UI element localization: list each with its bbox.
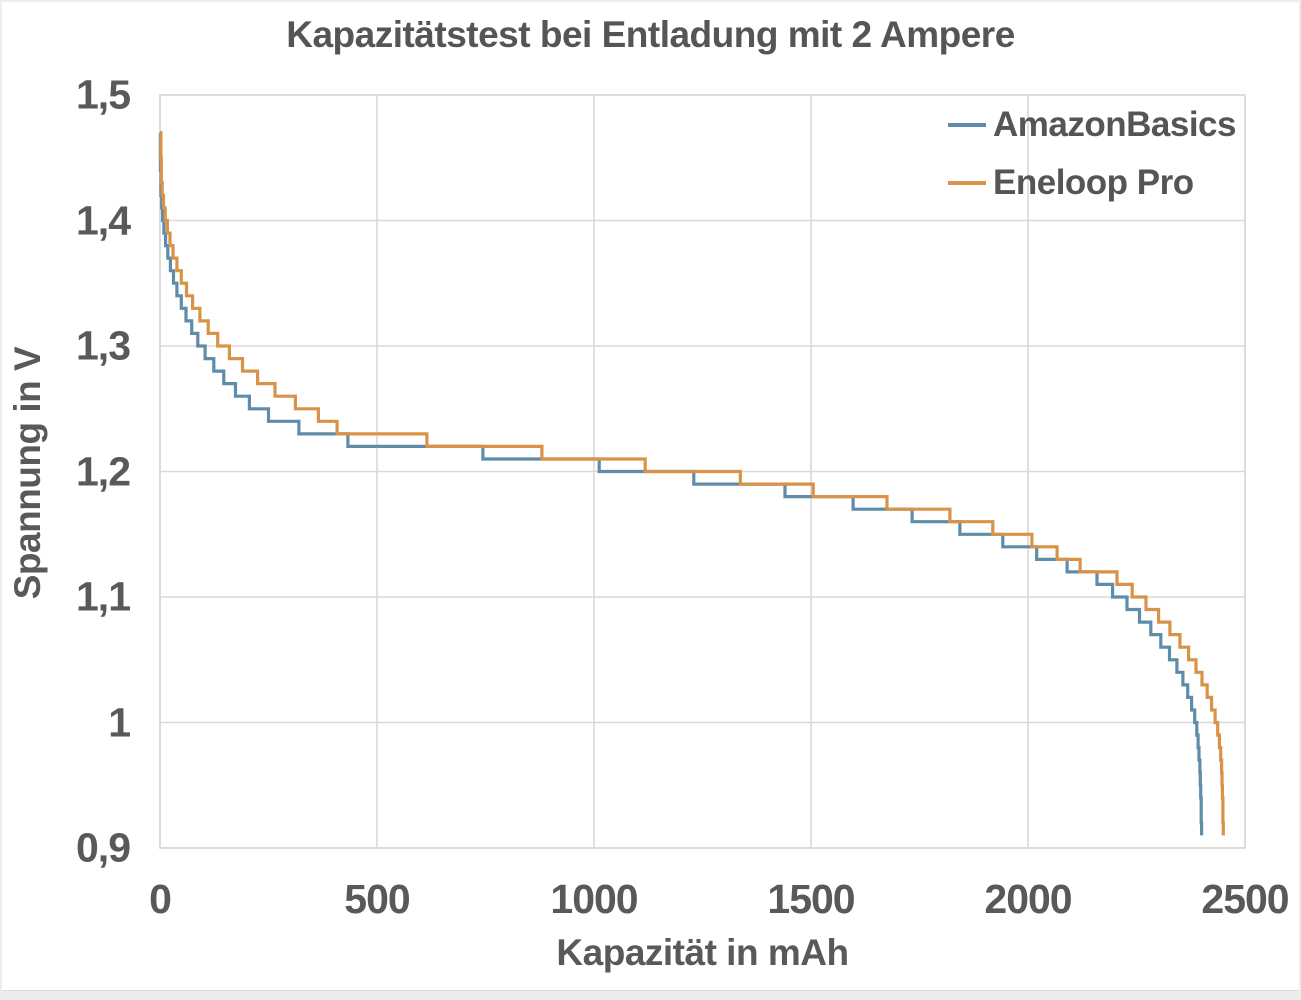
y-tick-labels: 1,5 1,4 1,3 1,2 1,1 1 0,9 — [0, 0, 134, 1000]
legend-label: Eneloop Pro — [993, 163, 1194, 202]
x-tick-label: 1000 — [550, 876, 638, 922]
legend: AmazonBasics Eneloop Pro — [948, 96, 1236, 212]
y-tick-label: 1,3 — [76, 322, 131, 369]
x-tick-label: 500 — [344, 876, 410, 922]
y-tick-label: 1,4 — [76, 197, 131, 243]
legend-item: Eneloop Pro — [948, 154, 1236, 212]
y-tick-label: 1 — [108, 699, 131, 745]
legend-line-swatch — [948, 123, 986, 127]
y-tick-label: 1,2 — [76, 448, 131, 494]
x-tick-label: 1500 — [767, 876, 855, 922]
series-line-amazonbasics — [158, 131, 1204, 836]
x-tick-labels: 0 500 1000 1500 2000 2500 — [0, 876, 1301, 928]
series-line-eneloop-pro — [159, 131, 1225, 836]
legend-item: AmazonBasics — [948, 96, 1236, 154]
x-tick-label: 2000 — [984, 876, 1072, 922]
y-tick-label: 0,9 — [76, 824, 131, 871]
x-axis-title: Kapazität in mAh — [556, 932, 849, 973]
legend-line-swatch — [948, 181, 986, 185]
bottom-edge-strip — [0, 990, 1301, 1000]
legend-label: AmazonBasics — [993, 105, 1236, 144]
plot-border — [159, 94, 1246, 849]
y-tick-label: 1,1 — [76, 573, 131, 620]
x-tick-label: 0 — [149, 876, 172, 922]
y-tick-label: 1,5 — [76, 71, 131, 118]
chart-title: Kapazitätstest bei Entladung mit 2 Amper… — [286, 14, 1015, 55]
x-tick-label: 2500 — [1201, 876, 1289, 922]
